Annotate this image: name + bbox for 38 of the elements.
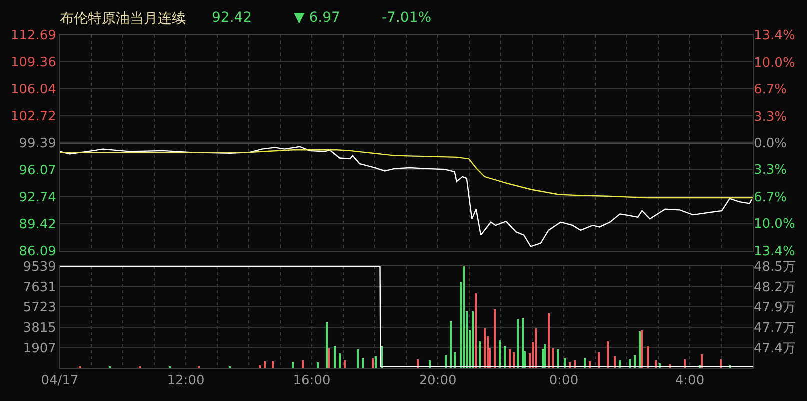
y-tick-label: 7631 (23, 280, 56, 296)
text: ▼ 6.97 (294, 10, 340, 26)
y2-tick-label: 6.7% (754, 190, 788, 206)
y-tick-label: 5723 (23, 300, 56, 316)
y-tick-label: 9539 (23, 260, 56, 275)
y-tick-label: 112.69 (10, 28, 56, 44)
x-tick-label: 4:00 (675, 374, 705, 389)
y-tick-label: 3815 (23, 320, 56, 336)
y2-tick-label: 3.3% (754, 110, 788, 125)
y-tick-label: 92.74 (19, 190, 56, 206)
x-tick-label: 12:00 (167, 374, 205, 389)
text: 92.42 (212, 10, 252, 26)
x-tick-label: 20:00 (419, 374, 457, 389)
y-tick-label: 106.04 (10, 82, 56, 98)
y2-tick-label: 47.7万 (754, 320, 796, 336)
y-tick-label: 109.36 (10, 56, 56, 71)
y-tick-label: 1907 (23, 341, 56, 356)
x-tick-label: 0:00 (549, 374, 579, 389)
y-tick-label: 86.09 (19, 244, 56, 260)
y2-tick-label: 13.4% (754, 28, 796, 44)
y2-tick-label: 3.3% (754, 163, 788, 178)
text: -7.01% (382, 10, 432, 26)
y-tick-label: 96.07 (19, 163, 56, 178)
y-tick-label: 102.72 (10, 109, 56, 124)
y-tick-label: 89.42 (19, 217, 56, 232)
y2-tick-label: 48.2万 (754, 280, 796, 296)
chart-title: 布伦特原油当月连续 (60, 10, 186, 27)
x-tick-label: 16:00 (293, 374, 331, 389)
y2-tick-label: 13.4% (754, 244, 796, 260)
y2-tick-label: 47.9万 (754, 300, 796, 316)
y2-tick-label: 6.7% (754, 82, 788, 98)
y2-tick-label: 10.0% (754, 216, 796, 232)
y-tick-label: 99.39 (19, 136, 56, 152)
y2-tick-label: 0.0% (754, 136, 788, 152)
y2-tick-label: 47.4万 (754, 341, 796, 356)
y2-tick-label: 10.0% (754, 56, 796, 71)
y2-tick-label: 48.5万 (754, 260, 796, 275)
x-tick-label: 04/17 (41, 374, 79, 389)
